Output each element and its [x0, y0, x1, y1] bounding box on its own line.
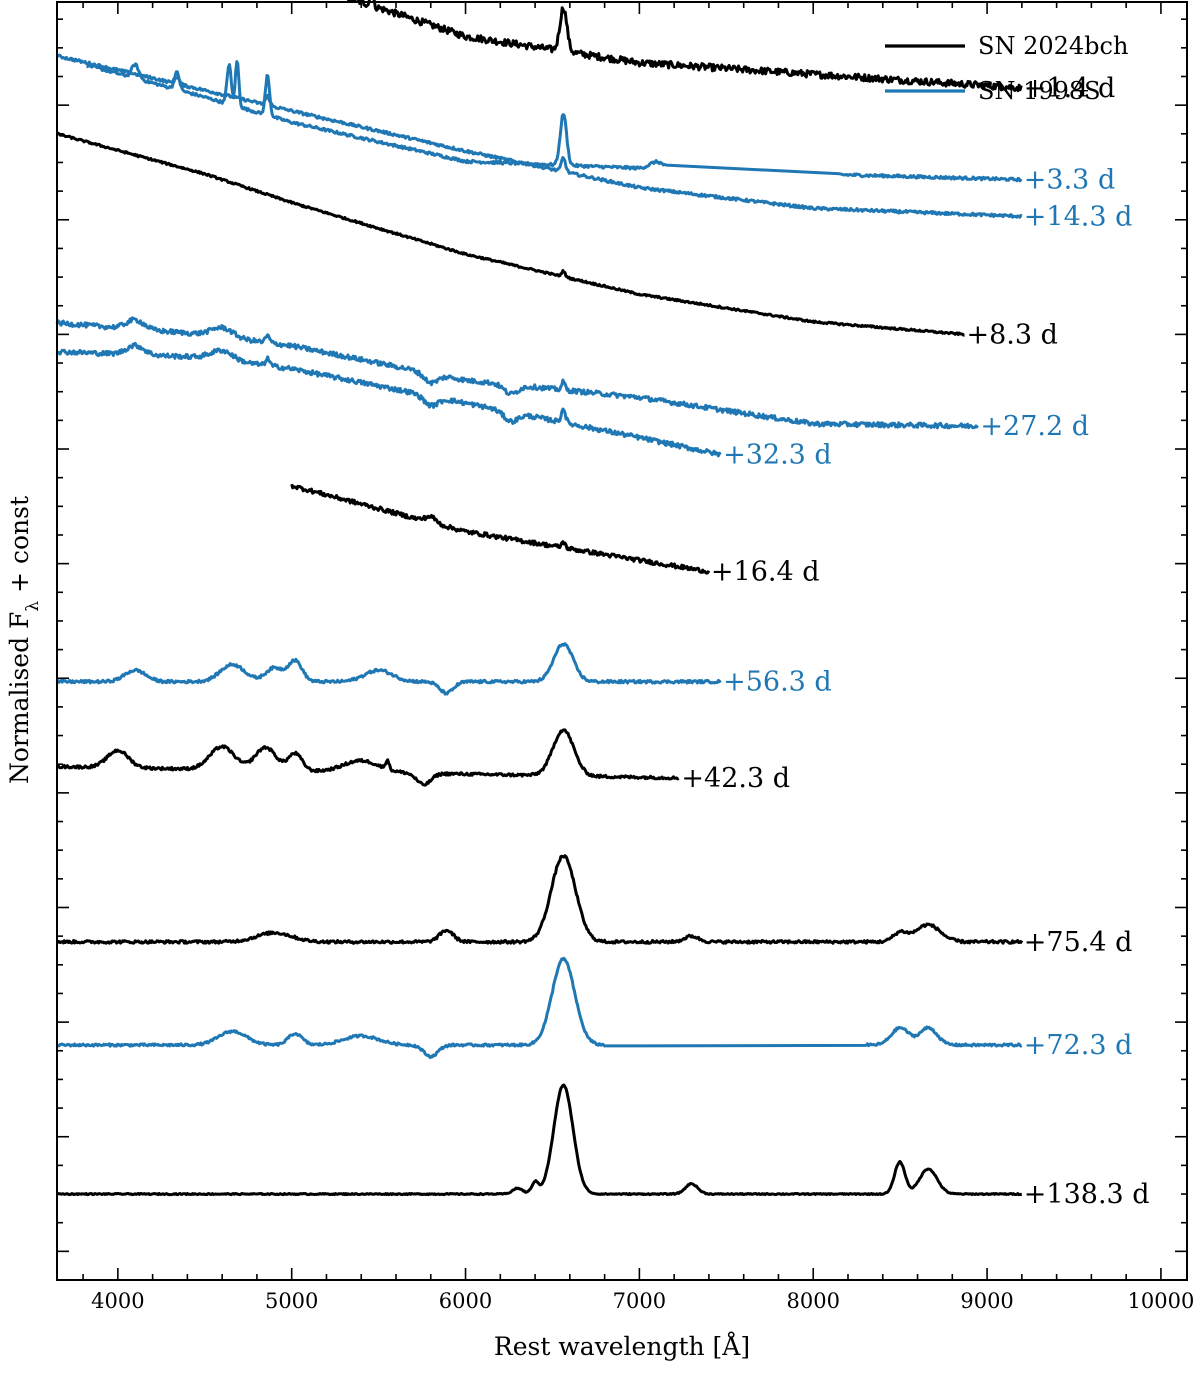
x-tick-label: 5000: [265, 1289, 318, 1313]
spectrum-sn1998s-56-3: [55, 642, 722, 696]
epoch-label-sn1998s-32-3: +32.3 d: [723, 440, 832, 471]
spectrum-sn1998s-72-3: [56, 956, 1023, 1060]
epoch-label-sn1998s-3-3: +3.3 d: [1024, 165, 1115, 196]
x-tick-label: 6000: [439, 1289, 492, 1313]
epoch-labels: +1.4 d +3.3 d +14.3 d +8.3 d +27.2 d +32.3 d +…: [681, 73, 1149, 1210]
spectrum-sn2024bch-42-3: [56, 728, 680, 787]
plot-frame: [56, 1, 1188, 1281]
x-tick-labels: 4000 5000 6000 7000 8000 9000 10000: [91, 1289, 1194, 1313]
plot-area: [55, 0, 1024, 1197]
epoch-label-sn1998s-56-3: +56.3 d: [723, 667, 832, 698]
spectrum-sn2024bch-16-4: [290, 483, 711, 575]
y-axis-title-main: Normalised F: [5, 612, 34, 784]
epoch-label-sn2024bch-42-3: +42.3 d: [681, 763, 790, 794]
x-tick-label: 10000: [1128, 1289, 1195, 1313]
x-tick-label: 7000: [613, 1289, 666, 1313]
epoch-label-sn2024bch-16-4: +16.4 d: [711, 557, 820, 588]
spectrum-sn2024bch-75-4: [55, 854, 1024, 945]
spectrum-sn2024bch-8-3: [56, 131, 965, 337]
y-axis-title-subscript: λ: [23, 601, 43, 612]
x-tick-label: 9000: [960, 1289, 1013, 1313]
x-tick-label: 4000: [91, 1289, 144, 1313]
epoch-label-sn2024bch-8-3: +8.3 d: [967, 319, 1058, 350]
spectrum-sn1998s-3-3: [86, 60, 1023, 183]
spectrum-sn2024bch-138-3: [56, 1083, 1023, 1197]
y-axis-title-suffix: + const: [5, 496, 34, 601]
x-tick-label: 8000: [787, 1289, 840, 1313]
spectrum-sn1998s-27-2: [55, 316, 979, 430]
legend-label-sn2024bch: SN 2024bch: [978, 32, 1128, 60]
legend-label-sn1998s: SN 1998S: [978, 77, 1101, 105]
legend: SN 2024bch SN 1998S: [885, 32, 1128, 105]
epoch-label-sn2024bch-138-3: +138.3 d: [1024, 1179, 1150, 1210]
axis-ticks: [57, 2, 1187, 1280]
spectrum-sn2024bch-1-4: [346, 0, 1023, 93]
y-axis-title: Normalised Fλ + const: [5, 496, 43, 784]
spectrum-sn1998s-14-3: [55, 53, 1023, 219]
spectrum-sn1998s-32-3: [55, 341, 722, 458]
epoch-label-sn2024bch-75-4: +75.4 d: [1024, 927, 1133, 958]
epoch-label-sn1998s-72-3: +72.3 d: [1024, 1030, 1133, 1061]
x-axis-title: Rest wavelength [Å]: [494, 1331, 750, 1361]
epoch-label-sn1998s-14-3: +14.3 d: [1024, 201, 1133, 232]
epoch-label-sn1998s-27-2: +27.2 d: [980, 411, 1089, 442]
epoch-label-sn2024bch-1-4: +1.4 d: [1024, 73, 1115, 104]
